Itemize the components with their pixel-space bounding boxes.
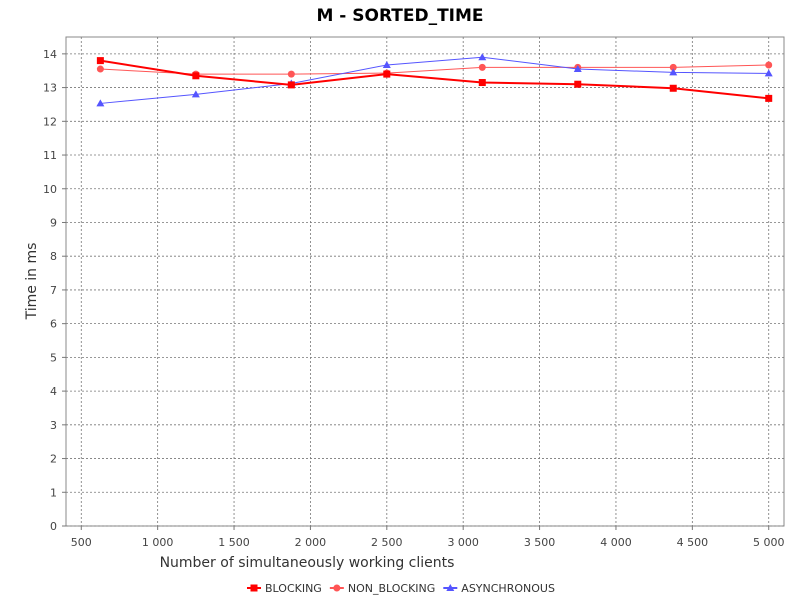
data-point	[191, 90, 200, 98]
data-point	[765, 61, 773, 69]
legend-marker	[446, 584, 455, 591]
data-point	[669, 63, 677, 71]
legend-item-non_blocking: NON_BLOCKING	[329, 582, 435, 595]
y-tick-label: 0	[50, 520, 57, 533]
y-tick-label: 1	[50, 486, 57, 499]
y-tick-label: 11	[43, 149, 57, 162]
x-tick-label: 3 500	[524, 536, 556, 549]
x-tick-label: 500	[71, 536, 92, 549]
data-point	[96, 65, 104, 73]
x-tick-label: 3 000	[447, 536, 479, 549]
y-tick-label: 7	[50, 284, 57, 297]
y-tick-label: 6	[50, 318, 57, 331]
x-tick-label: 1 000	[142, 536, 174, 549]
series-blocking	[96, 57, 773, 102]
x-tick-label: 1 500	[218, 536, 250, 549]
plot-area	[65, 36, 785, 527]
legend-item-asynchronous: ASYNCHRONOUS	[443, 582, 555, 595]
y-tick-label: 12	[43, 115, 57, 128]
y-tick-label: 8	[50, 250, 57, 263]
legend-label: NON_BLOCKING	[348, 582, 435, 595]
y-tick-label: 4	[50, 385, 57, 398]
y-tick-label: 14	[43, 48, 57, 61]
legend-marker	[333, 584, 341, 592]
series-layer	[96, 53, 773, 107]
chart-title: M - SORTED_TIME	[316, 6, 483, 26]
y-tick-label: 5	[50, 351, 57, 364]
data-point	[96, 57, 104, 65]
grid-lines	[66, 37, 784, 527]
x-tick-label: 4 500	[677, 536, 709, 549]
data-point	[382, 60, 391, 68]
y-tick-label: 9	[50, 216, 57, 229]
y-tick-label: 10	[43, 183, 57, 196]
legend-item-blocking: BLOCKING	[247, 582, 322, 595]
y-tick-label: 13	[43, 82, 57, 95]
x-tick-label: 2 500	[371, 536, 403, 549]
x-tick-label: 5 000	[753, 536, 785, 549]
data-point	[192, 72, 200, 80]
series-line	[100, 56, 769, 104]
legend-label: BLOCKING	[265, 582, 322, 595]
data-point	[287, 81, 295, 89]
legend-label: ASYNCHRONOUS	[461, 582, 555, 595]
data-point	[573, 65, 582, 73]
series-line	[100, 64, 769, 75]
data-point	[669, 84, 677, 92]
y-tick-label: 3	[50, 419, 57, 432]
data-point	[478, 63, 486, 71]
data-point	[574, 80, 582, 88]
data-point	[96, 99, 105, 107]
data-point	[478, 79, 486, 87]
legend-marker	[250, 584, 258, 592]
x-axis-label: Number of simultaneously working clients	[160, 555, 455, 571]
data-point	[478, 53, 487, 61]
data-point	[383, 70, 391, 78]
x-tick-label: 4 000	[600, 536, 632, 549]
series-line	[100, 59, 769, 100]
data-point	[764, 69, 773, 77]
data-point	[287, 70, 295, 78]
data-point	[669, 68, 678, 76]
y-tick-label: 2	[50, 453, 57, 466]
y-axis-label: Time in ms	[24, 243, 40, 321]
data-point	[765, 94, 773, 102]
x-tick-label: 2 000	[295, 536, 327, 549]
legend: BLOCKING NON_BLOCKING ASYNCHRONOUS	[247, 582, 555, 595]
x-axis: 500 1 000 1 500 2 000 2 500 3 000 3 500 4 000 4 …	[71, 526, 785, 549]
